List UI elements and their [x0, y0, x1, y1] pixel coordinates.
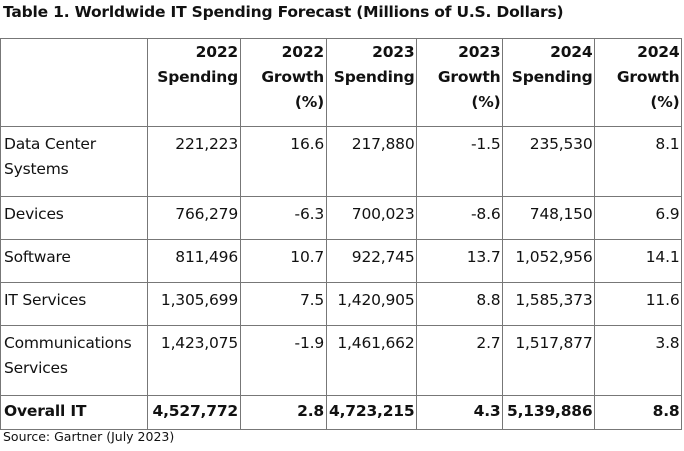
table-row: Devices 766,279 -6.3 700,023 -8.6 748,15…: [0, 196, 683, 240]
cell-2024-spending: 1,585,373: [502, 282, 596, 326]
cell-2022-spending: 766,279: [147, 196, 241, 240]
header-2024-spending: 2024 Spending: [502, 38, 596, 127]
source-note: Source: Gartner (July 2023): [3, 429, 175, 444]
cell-2022-spending: 1,305,699: [147, 282, 241, 326]
cell-2023-growth: -8.6: [416, 196, 504, 240]
cell-2023-growth: 2.7: [416, 325, 504, 396]
row-category: Communications Services: [0, 325, 148, 396]
cell-2023-spending: 4,723,215: [325, 395, 418, 430]
cell-2024-spending: 235,530: [502, 126, 596, 197]
cell-2022-growth: -1.9: [240, 325, 327, 396]
cell-2022-growth: 16.6: [240, 126, 327, 197]
cell-2022-growth: 7.5: [240, 282, 327, 326]
cell-2023-growth: 4.3: [416, 395, 504, 430]
cell-2024-spending: 1,052,956: [502, 239, 596, 283]
cell-2024-growth: 6.9: [594, 196, 683, 240]
cell-2024-growth: 8.1: [594, 126, 683, 197]
cell-2023-growth: -1.5: [416, 126, 504, 197]
row-category: Data Center Systems: [0, 126, 148, 197]
cell-2023-spending: 217,880: [325, 126, 418, 197]
cell-2022-spending: 1,423,075: [147, 325, 241, 396]
cell-2022-growth: 2.8: [240, 395, 327, 430]
header-2022-spending: 2022 Spending: [147, 38, 241, 127]
cell-2022-spending: 221,223: [147, 126, 241, 197]
row-category: Software: [0, 239, 148, 283]
table-row: IT Services 1,305,699 7.5 1,420,905 8.8 …: [0, 282, 683, 326]
cell-2024-growth: 3.8: [594, 325, 683, 396]
cell-2024-spending: 748,150: [502, 196, 596, 240]
cell-2023-growth: 8.8: [416, 282, 504, 326]
table-row: Software 811,496 10.7 922,745 13.7 1,052…: [0, 239, 683, 283]
cell-2023-spending: 922,745: [325, 239, 418, 283]
header-2024-growth: 2024 Growth (%): [594, 38, 683, 127]
it-spending-table: 2022 Spending 2022 Growth (%) 2023 Spending …: [0, 38, 683, 430]
table-row: Communications Services 1,423,075 -1.9 1…: [0, 325, 683, 396]
row-category: IT Services: [0, 282, 148, 326]
cell-2023-growth: 13.7: [416, 239, 504, 283]
cell-2024-growth: 11.6: [594, 282, 683, 326]
header-cell-empty: [0, 38, 148, 127]
cell-2022-growth: 10.7: [240, 239, 327, 283]
cell-2024-growth: 14.1: [594, 239, 683, 283]
header-row: 2022 Spending 2022 Growth (%) 2023 Spending …: [0, 38, 683, 127]
table-row: Data Center Systems 221,223 16.6 217,880…: [0, 126, 683, 197]
header-2022-growth: 2022 Growth (%): [240, 38, 327, 127]
cell-2022-growth: -6.3: [240, 196, 327, 240]
cell-2023-spending: 1,461,662: [325, 325, 418, 396]
header-2023-growth: 2023 Growth (%): [416, 38, 504, 127]
cell-2023-spending: 1,420,905: [325, 282, 418, 326]
cell-2024-growth: 8.8: [594, 395, 683, 430]
table-title: Table 1. Worldwide IT Spending Forecast …: [3, 3, 564, 21]
header-2023-spending: 2023 Spending: [325, 38, 418, 127]
cell-2024-spending: 5,139,886: [502, 395, 596, 430]
row-category: Overall IT: [0, 395, 148, 430]
total-row: Overall IT 4,527,772 2.8 4,723,215 4.3 5…: [0, 395, 683, 430]
row-category: Devices: [0, 196, 148, 240]
cell-2023-spending: 700,023: [325, 196, 418, 240]
cell-2022-spending: 811,496: [147, 239, 241, 283]
cell-2022-spending: 4,527,772: [147, 395, 241, 430]
cell-2024-spending: 1,517,877: [502, 325, 596, 396]
